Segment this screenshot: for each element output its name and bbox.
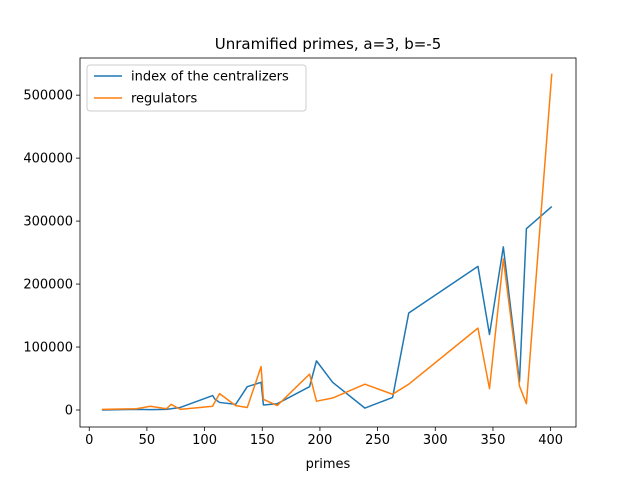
y-tick-label: 100000 (23, 341, 73, 356)
x-tick-label: 350 (481, 433, 506, 448)
y-tick-label: 400000 (23, 152, 73, 167)
x-tick-label: 50 (139, 433, 156, 448)
x-tick-label: 100 (192, 433, 217, 448)
x-tick-label: 200 (308, 433, 333, 448)
axes-frame (79, 57, 577, 428)
series-line-regulators (101, 73, 553, 411)
x-tick-label: 300 (423, 433, 448, 448)
y-tick-label: 200000 (23, 278, 73, 293)
x-axis-label: primes (306, 457, 351, 472)
x-tick-label: 0 (85, 433, 93, 448)
y-tick-label: 0 (65, 403, 73, 418)
y-tick-label: 300000 (23, 215, 73, 230)
x-tick-label: 400 (538, 433, 563, 448)
series-line-index-of-the-centralizers (101, 206, 553, 411)
plot-area: 0 50 100 150 200 250 300 350 400 0 100000 200000 300… (23, 57, 577, 448)
legend-label-index-of-the-centralizers: index of the centralizers (131, 70, 289, 85)
legend-label-regulators: regulators (131, 92, 198, 107)
legend-box (86, 64, 307, 112)
x-tick-label: 250 (365, 433, 390, 448)
chart-title: Unramified primes, a=3, b=-5 (215, 35, 442, 53)
x-tick-label: 150 (250, 433, 275, 448)
y-tick-label: 500000 (23, 89, 73, 104)
